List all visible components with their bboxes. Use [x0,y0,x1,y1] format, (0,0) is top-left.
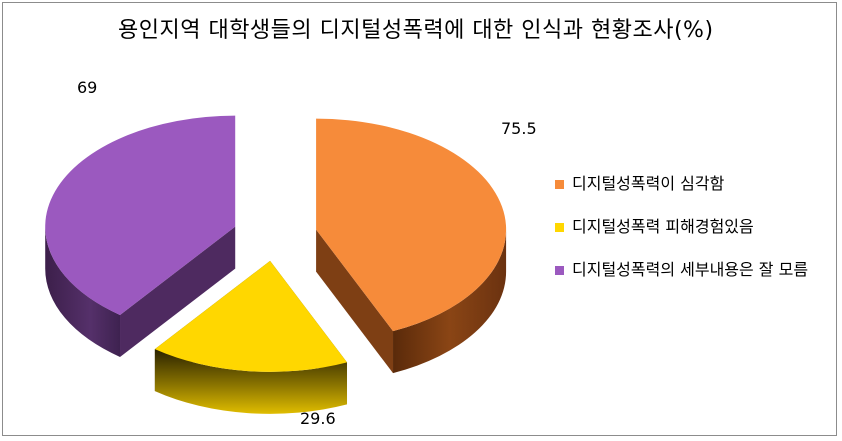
data-label-experienced: 29.6 [300,409,336,428]
legend: 디지털성폭력이 심각함 디지털성폭력 피해경험있음 디지털성폭력의 세부내용은 … [555,173,825,302]
legend-item-experienced: 디지털성폭력 피해경험있음 [555,216,825,238]
legend-label-unaware: 디지털성폭력의 세부내용은 잘 모름 [572,260,809,279]
pie-slice-unaware-wall-start [120,226,236,357]
legend-label-severe: 디지털성폭력이 심각함 [572,174,725,193]
legend-item-severe: 디지털성폭력이 심각함 [555,173,825,195]
chart-frame: 용인지역 대학생들의 디지털성폭력에 대한 인식과 현황조사(%) 75.5 2… [2,2,837,436]
legend-label-experienced: 디지털성폭력 피해경험있음 [572,217,754,236]
chart-title: 용인지역 대학생들의 디지털성폭력에 대한 인식과 현황조사(%) [118,18,714,43]
pie-slice-unaware-top [45,115,236,315]
legend-swatch-unaware [555,266,564,275]
pie-slice-severe [316,118,507,374]
legend-swatch-experienced [555,223,564,232]
data-label-severe: 75.5 [501,119,537,138]
legend-swatch-severe [555,180,564,189]
pie-slice-unaware [45,115,236,357]
pie-slice-experienced-rim [154,349,348,414]
pie-slice-experienced-top [154,260,348,372]
data-label-unaware: 69 [77,78,98,97]
pie-chart [45,115,507,414]
legend-item-unaware: 디지털성폭력의 세부내용은 잘 모름 [555,259,825,281]
pie-slice-severe-wall-end [316,229,394,374]
pie-slice-experienced [154,260,348,414]
pie-slice-severe-rim [393,229,507,374]
pie-slice-unaware-rim [45,226,121,357]
pie-slice-severe-top [316,118,507,332]
